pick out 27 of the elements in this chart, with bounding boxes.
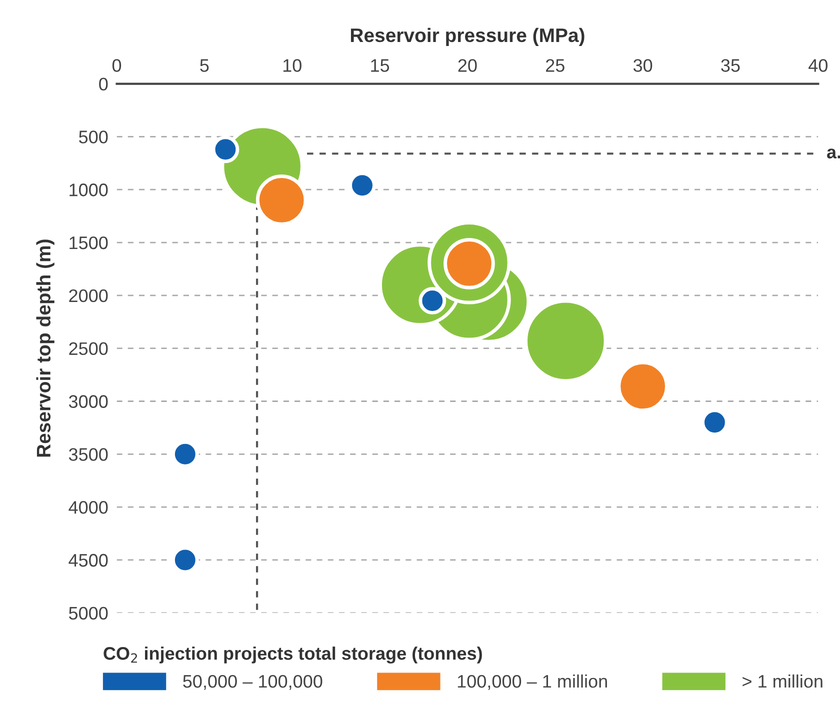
y-tick-label: 500 xyxy=(79,130,108,144)
legend-title: CO$_{2}$ injection projects total storage (tonnes) xyxy=(104,646,482,664)
y-tick-label: 2500 xyxy=(69,342,108,356)
y-tick-label: 3000 xyxy=(68,395,108,408)
y-tick-label: 1000 xyxy=(70,184,108,196)
x-tick-label: 20 xyxy=(458,59,477,72)
x-tick-label: 30 xyxy=(633,59,652,72)
legend-label: 100,000 – 1 million xyxy=(458,674,607,690)
y-tick-label: 4500 xyxy=(68,554,108,567)
y-axis-title: Reservoir top depth (m) xyxy=(36,240,54,457)
legend-label: 50,000 – 100,000 xyxy=(183,674,322,690)
x-tick-label: 35 xyxy=(721,59,740,72)
y-tick-label: 5000 xyxy=(68,606,108,620)
y-tick-label: 3500 xyxy=(68,448,108,461)
y-tick-label: 4000 xyxy=(68,501,108,514)
x-tick-label: 40 xyxy=(808,59,828,72)
y-tick-label: 2000 xyxy=(69,289,108,302)
x-tick-label: 15 xyxy=(371,59,390,72)
legend-label: > 1 million xyxy=(742,674,822,688)
x-tick-label: 0 xyxy=(112,59,122,72)
y-tick-label: 0 xyxy=(99,78,108,90)
ref-line-label: a. xyxy=(827,148,840,158)
x-tick-label: 25 xyxy=(546,59,564,72)
x-axis-title: Reservoir pressure (MPa) xyxy=(350,28,584,46)
y-tick-label: 1500 xyxy=(70,236,108,250)
x-tick-label: 5 xyxy=(200,59,209,72)
x-tick-label: 10 xyxy=(283,59,302,72)
